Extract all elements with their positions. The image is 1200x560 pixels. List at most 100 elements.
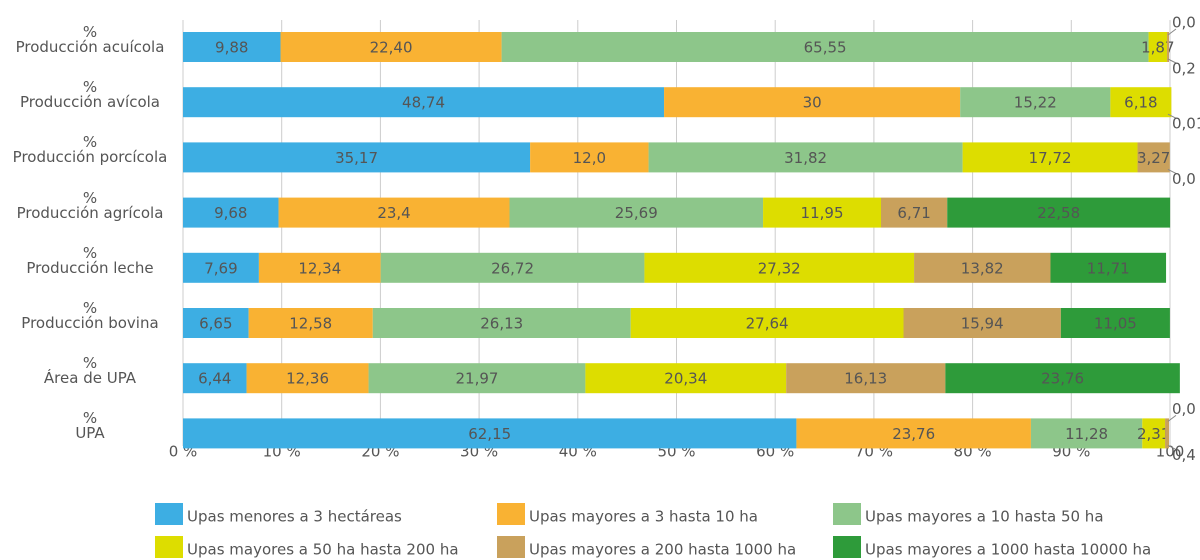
bar-segment xyxy=(1030,418,1143,449)
bar-segment xyxy=(280,32,502,62)
bar-segment xyxy=(183,308,249,338)
bar-segment xyxy=(585,363,787,394)
data-label: 11,95 xyxy=(801,204,844,222)
data-label: 11,71 xyxy=(1087,259,1130,277)
bar-segment xyxy=(648,142,963,173)
data-label: 31,82 xyxy=(784,149,827,167)
data-label: 2,31 xyxy=(1137,425,1170,443)
bar-segment xyxy=(509,197,764,228)
legend-label: Upas mayores a 3 hasta 10 ha xyxy=(529,508,758,526)
data-label: 22,58 xyxy=(1037,204,1080,222)
bar-segment xyxy=(1148,32,1168,62)
bar-segment xyxy=(1050,252,1167,283)
bar-segment xyxy=(914,252,1051,283)
bar-segment xyxy=(372,308,631,338)
legend-swatch xyxy=(833,536,861,558)
data-label: 7,69 xyxy=(204,259,237,277)
bar-segment xyxy=(380,252,645,283)
bar-segment xyxy=(278,197,510,228)
data-label: 1,87 xyxy=(1141,39,1174,57)
bar-segment xyxy=(1142,418,1166,449)
bar-segment xyxy=(1167,32,1170,62)
bar-segment xyxy=(501,32,1149,62)
bar-segment xyxy=(960,87,1111,118)
data-label: 23,76 xyxy=(1041,370,1084,388)
data-label: 26,72 xyxy=(491,259,534,277)
data-label: 12,34 xyxy=(298,259,341,277)
bar-segment xyxy=(786,363,946,394)
data-label: 12,36 xyxy=(286,370,329,388)
data-label: 0,0 xyxy=(1172,14,1196,32)
bar-segment xyxy=(1110,87,1172,118)
data-label: 20,34 xyxy=(664,370,707,388)
data-label: 3,27 xyxy=(1137,149,1170,167)
bar-segment xyxy=(630,308,904,338)
data-label: 23,76 xyxy=(892,425,935,443)
data-label: 13,82 xyxy=(961,259,1004,277)
data-label: 17,72 xyxy=(1029,149,1072,167)
bar-segment xyxy=(763,197,882,228)
data-label: 9,68 xyxy=(214,204,247,222)
bar-segment xyxy=(183,252,259,283)
leader-line xyxy=(1167,414,1177,422)
data-label: 11,28 xyxy=(1065,425,1108,443)
data-label: 0,2 xyxy=(1172,60,1196,78)
y-tick-label: % Producción agrícola xyxy=(16,188,164,222)
data-label: 35,17 xyxy=(335,149,378,167)
bar-segment xyxy=(183,87,665,118)
bar-segment xyxy=(1165,418,1170,449)
data-label: 15,94 xyxy=(961,315,1004,333)
legend-swatch xyxy=(155,536,183,558)
bar-segment xyxy=(183,197,279,228)
leader-line xyxy=(1167,168,1177,174)
data-label: 12,58 xyxy=(289,315,332,333)
data-label: 11,05 xyxy=(1094,315,1137,333)
y-tick-label: % Producción bovina xyxy=(21,299,159,332)
data-label: 6,65 xyxy=(199,315,232,333)
legend-label: Upas menores a 3 hectáreas xyxy=(187,508,402,526)
data-label: 22,40 xyxy=(370,39,413,57)
data-label: 65,55 xyxy=(804,39,847,57)
legend-label: Upas mayores a 10 hasta 50 ha xyxy=(865,508,1104,526)
bar-segment xyxy=(796,418,1031,449)
y-tick-label: % Producción porcícola xyxy=(12,133,168,167)
y-tick-label: % Producción avícola xyxy=(20,78,160,112)
data-label: 62,15 xyxy=(468,425,511,443)
bar-segment xyxy=(246,363,369,394)
data-label: 6,71 xyxy=(897,204,930,222)
bar-segment xyxy=(881,197,948,228)
data-label: 16,13 xyxy=(844,370,887,388)
data-label: 6,18 xyxy=(1124,94,1157,112)
data-label: 48,74 xyxy=(402,94,445,112)
bar-segment xyxy=(947,197,1171,228)
data-label: 0,0 xyxy=(1172,170,1196,188)
data-label: 25,69 xyxy=(615,204,658,222)
data-label: 9,88 xyxy=(215,39,248,57)
data-label: 6,44 xyxy=(198,370,231,388)
data-label: 0,4 xyxy=(1172,446,1196,464)
y-tick-label: % Producción leche xyxy=(26,243,154,277)
data-label: 0,01 xyxy=(1172,115,1200,133)
leader-line xyxy=(1167,28,1177,36)
legend-label: Upas mayores a 50 ha hasta 200 ha xyxy=(187,541,459,559)
bar-segment xyxy=(183,32,281,62)
data-label: 21,97 xyxy=(456,370,499,388)
y-tick-label: % UPA xyxy=(75,409,105,443)
bar-segment xyxy=(945,363,1180,394)
data-label: 15,22 xyxy=(1014,94,1057,112)
data-label: 23,4 xyxy=(377,204,410,222)
data-label: 27,64 xyxy=(746,315,789,333)
bar-segment xyxy=(1060,308,1170,338)
bar-segment xyxy=(664,87,961,118)
bar-segment xyxy=(183,363,247,394)
legend-swatch xyxy=(497,536,525,558)
bar-segment xyxy=(183,142,531,173)
bar-segment xyxy=(248,308,373,338)
legend-swatch xyxy=(497,503,525,525)
legend-swatch xyxy=(833,503,861,525)
leader-line xyxy=(1167,58,1177,64)
data-label: 0,0 xyxy=(1172,400,1196,418)
leader-line xyxy=(1167,113,1177,119)
